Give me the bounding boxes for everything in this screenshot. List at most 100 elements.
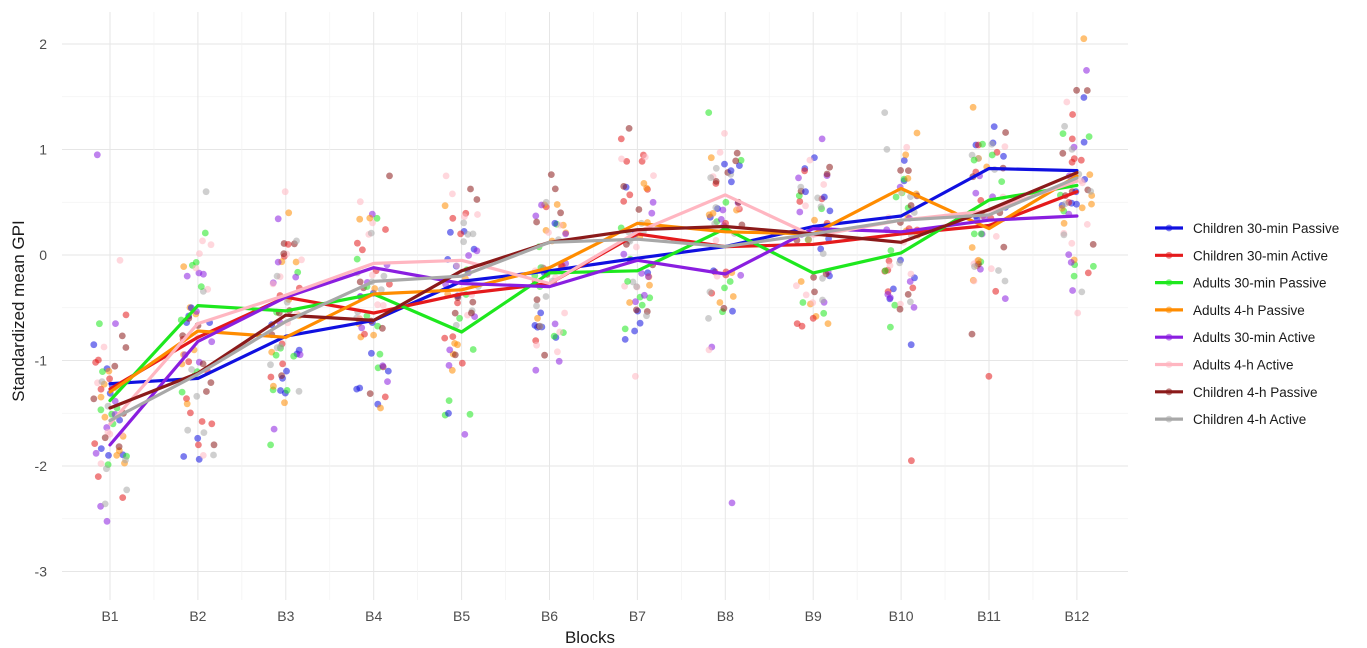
data-point bbox=[293, 237, 300, 245]
legend-swatch-point bbox=[1165, 333, 1173, 341]
data-point bbox=[369, 271, 376, 279]
data-point bbox=[1069, 111, 1076, 118]
data-point bbox=[821, 193, 828, 201]
data-point bbox=[458, 359, 466, 367]
data-point bbox=[990, 123, 998, 130]
data-point bbox=[446, 346, 454, 354]
data-point bbox=[562, 230, 569, 238]
data-point bbox=[533, 218, 540, 226]
data-point bbox=[381, 393, 389, 401]
data-point bbox=[449, 333, 457, 340]
data-point bbox=[542, 198, 550, 206]
data-point bbox=[272, 351, 280, 359]
data-point bbox=[641, 153, 649, 161]
data-point bbox=[551, 185, 559, 193]
legend-item: Children 4-h Active bbox=[1155, 412, 1306, 427]
data-point bbox=[719, 206, 727, 214]
data-point bbox=[556, 328, 564, 336]
data-point bbox=[116, 416, 123, 424]
data-point bbox=[379, 324, 386, 332]
data-point bbox=[281, 188, 289, 196]
data-point bbox=[824, 320, 832, 327]
data-point bbox=[970, 156, 978, 164]
data-point bbox=[648, 209, 656, 217]
data-point bbox=[633, 243, 640, 251]
data-point bbox=[359, 246, 366, 254]
data-point bbox=[553, 201, 561, 208]
data-point bbox=[200, 270, 207, 278]
data-point bbox=[356, 384, 364, 392]
data-point bbox=[469, 230, 477, 238]
data-point bbox=[707, 154, 715, 162]
data-point bbox=[716, 149, 724, 156]
data-point bbox=[907, 341, 915, 349]
x-tick-label: B5 bbox=[453, 608, 470, 624]
data-point bbox=[705, 109, 713, 116]
data-point bbox=[201, 229, 209, 237]
data-point bbox=[823, 170, 831, 178]
data-point bbox=[199, 237, 206, 245]
data-point bbox=[814, 194, 821, 202]
data-point bbox=[356, 215, 364, 223]
data-point bbox=[561, 309, 568, 317]
data-point bbox=[728, 499, 736, 507]
data-point bbox=[274, 258, 282, 266]
data-point bbox=[883, 146, 891, 153]
data-point bbox=[377, 404, 384, 412]
data-point bbox=[797, 183, 805, 191]
data-point bbox=[536, 322, 544, 330]
data-point bbox=[806, 156, 814, 164]
data-point bbox=[554, 348, 561, 356]
data-point bbox=[122, 344, 130, 351]
data-point bbox=[626, 299, 633, 306]
data-point bbox=[97, 393, 105, 401]
data-point bbox=[1083, 87, 1091, 94]
data-point bbox=[968, 330, 976, 338]
data-point bbox=[292, 258, 300, 266]
data-point bbox=[445, 397, 453, 404]
data-point bbox=[197, 283, 205, 290]
data-point bbox=[207, 241, 215, 249]
series-line bbox=[108, 171, 1079, 410]
data-point bbox=[106, 375, 113, 383]
data-point bbox=[380, 272, 388, 280]
data-point bbox=[555, 357, 563, 365]
data-point bbox=[646, 281, 653, 289]
series-line bbox=[108, 214, 1079, 447]
data-point bbox=[454, 341, 461, 349]
data-point bbox=[972, 189, 980, 197]
data-point bbox=[1001, 295, 1009, 302]
data-point bbox=[267, 441, 274, 449]
data-point bbox=[1077, 177, 1085, 185]
x-tick-label: B4 bbox=[365, 608, 382, 624]
x-tick-label: B8 bbox=[717, 608, 734, 624]
data-point bbox=[908, 457, 915, 465]
data-point bbox=[473, 196, 481, 203]
data-point bbox=[203, 388, 210, 395]
data-point bbox=[905, 167, 912, 175]
data-point bbox=[1060, 219, 1068, 227]
data-point bbox=[632, 372, 639, 380]
data-point bbox=[970, 230, 978, 238]
data-point bbox=[208, 420, 216, 428]
x-axis-title: Blocks bbox=[565, 628, 615, 647]
data-point bbox=[376, 350, 384, 358]
data-point bbox=[550, 332, 558, 340]
data-point bbox=[819, 274, 826, 282]
data-point bbox=[635, 206, 643, 213]
data-point bbox=[1070, 155, 1078, 163]
data-point bbox=[467, 185, 474, 193]
legend-item: Children 30-min Passive bbox=[1155, 221, 1339, 236]
data-point bbox=[906, 278, 914, 285]
data-point bbox=[1080, 94, 1088, 101]
data-point bbox=[618, 155, 625, 163]
data-point bbox=[650, 172, 657, 180]
data-point bbox=[1077, 156, 1085, 164]
data-point bbox=[727, 167, 735, 175]
data-point bbox=[100, 343, 108, 351]
x-tick-label: B6 bbox=[541, 608, 558, 624]
data-point bbox=[977, 265, 984, 273]
data-point bbox=[1078, 288, 1086, 296]
data-point bbox=[373, 214, 381, 222]
